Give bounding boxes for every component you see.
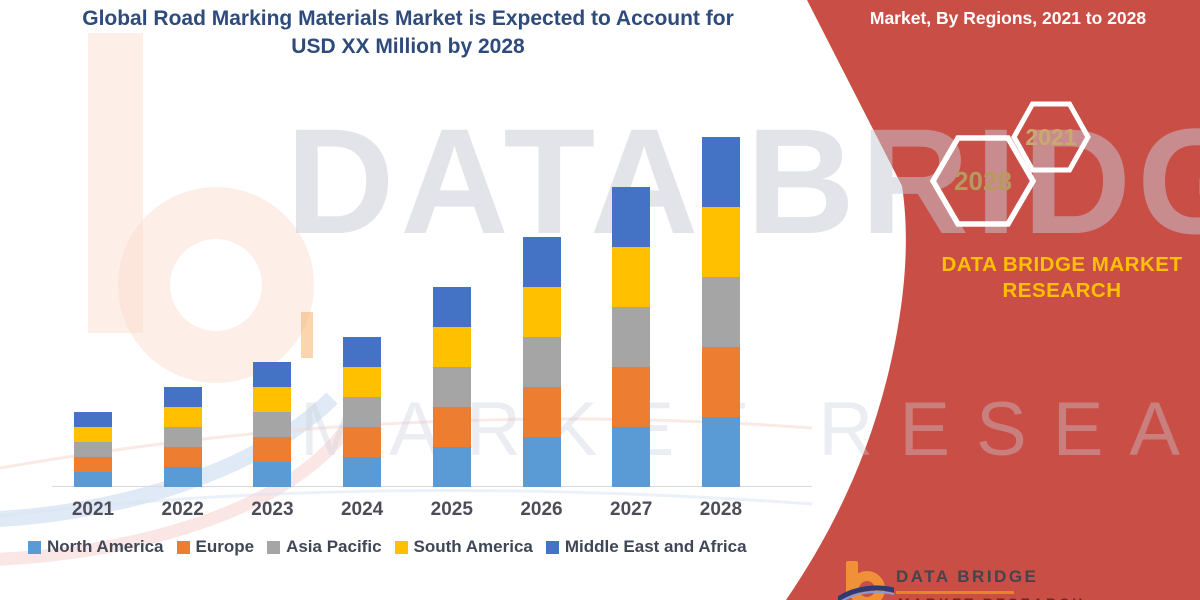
- x-axis-label-2024: 2024: [340, 499, 384, 520]
- bar-segment-2027-south-america: [612, 247, 651, 307]
- footer-logo-subtitle: MARKET RESEARCH: [898, 595, 1085, 600]
- side-panel-brand-text: DATA BRIDGE MARKET RESEARCH: [941, 253, 1183, 303]
- bar-segment-2021-south-america: [74, 427, 112, 442]
- bar-segment-2023-south-america: [253, 387, 292, 412]
- bar-segment-2023-middle-east-and-africa: [253, 362, 292, 387]
- bar-segment-2026-asia-pacific: [522, 337, 561, 387]
- legend-swatch-icon: [267, 540, 281, 554]
- legend-item-north-america: North America: [28, 537, 164, 557]
- bar-segment-2027-europe: [612, 367, 651, 427]
- bar-segment-2028-asia-pacific: [701, 277, 740, 347]
- bar-segment-2021-middle-east-and-africa: [74, 412, 112, 427]
- watermark-b-orange-notch: [301, 312, 313, 358]
- bar-segment-2025-middle-east-and-africa: [432, 287, 471, 327]
- x-axis-label-2026: 2026: [520, 499, 563, 520]
- side-panel-shape: [786, 0, 1200, 600]
- hexagon-2021-label: 2021: [1025, 124, 1076, 150]
- legend-label: Asia Pacific: [286, 537, 382, 556]
- bar-segment-2025-asia-pacific: [432, 367, 471, 407]
- bar-segment-2025-south-america: [432, 327, 471, 367]
- watermark-text-databridge: DATA BRIDGE: [286, 97, 1200, 265]
- footer-logo-brand: DATA BRIDGE: [896, 567, 1039, 586]
- side-panel-title: Market, By Regions, 2021 to 2028: [869, 8, 1147, 28]
- watermark-thin-line-pink: [0, 417, 813, 470]
- bar-segment-2024-south-america: [343, 367, 382, 397]
- bar-segment-2021-asia-pacific: [74, 442, 112, 457]
- legend-swatch-icon: [545, 540, 559, 554]
- watermark-swoosh-pink: [0, 416, 358, 566]
- bar-segment-2026-north-america: [522, 437, 561, 487]
- legend-label: Europe: [195, 537, 255, 556]
- bar-segment-2022-north-america: [163, 467, 202, 487]
- legend-swatch-icon: [28, 540, 41, 554]
- bar-segment-2021-north-america: [74, 472, 112, 487]
- hexagon-2021: [1011, 101, 1091, 173]
- bar-segment-2023-north-america: [253, 462, 292, 487]
- x-axis-label-2025: 2025: [430, 499, 473, 520]
- bar-segment-2024-middle-east-and-africa: [343, 337, 382, 367]
- bar-segment-2026-south-america: [522, 287, 561, 337]
- chart-legend: North America Europe Asia Pacific South Ame…: [28, 537, 747, 557]
- chart-title: Global Road Marking Materials Market is …: [82, 7, 734, 58]
- legend-label: Middle East and Africa: [564, 537, 747, 556]
- bar-segment-2022-south-america: [163, 407, 202, 427]
- legend-swatch-icon: [176, 540, 190, 554]
- legend-label: South America: [413, 537, 533, 556]
- bar-segment-2022-asia-pacific: [163, 427, 202, 447]
- legend-item-middle-east-and-africa: Middle East and Africa: [545, 537, 747, 557]
- bar-segment-2024-north-america: [343, 457, 382, 487]
- bar-segment-2024-europe: [343, 427, 382, 457]
- bar-segment-2022-europe: [163, 447, 202, 467]
- bar-segment-2028-europe: [701, 347, 740, 417]
- bar-segment-2024-asia-pacific: [343, 397, 382, 427]
- watermark-b-stem: [88, 33, 143, 333]
- footer-logo-underline: [896, 591, 1014, 594]
- legend-label: North America: [47, 537, 164, 556]
- legend-swatch-icon: [394, 540, 408, 554]
- footer-logo: DATA BRIDGE MARKET RESEARCH: [832, 558, 1168, 600]
- bar-segment-2022-middle-east-and-africa: [163, 387, 202, 407]
- legend-item-asia-pacific: Asia Pacific: [267, 537, 382, 557]
- watermark-thin-line-blue: [0, 489, 813, 518]
- bar-segment-2028-middle-east-and-africa: [701, 137, 740, 207]
- bar-segment-2021-europe: [74, 457, 112, 472]
- bar-segment-2025-north-america: [432, 447, 471, 487]
- x-axis-label-2023: 2023: [251, 499, 294, 520]
- footer-logo-b-icon: [832, 561, 901, 600]
- legend-item-south-america: South America: [394, 537, 533, 557]
- x-axis-label-2022: 2022: [161, 499, 204, 520]
- x-axis-label-2027: 2027: [610, 499, 653, 520]
- x-axis-label-2028: 2028: [699, 499, 743, 520]
- bar-segment-2027-middle-east-and-africa: [612, 187, 651, 247]
- bar-segment-2026-middle-east-and-africa: [522, 237, 561, 287]
- watermark-b-bowl: [118, 187, 314, 383]
- hexagon-2028-label: 2028: [954, 166, 1012, 196]
- bar-segment-2025-europe: [432, 407, 471, 447]
- bar-segment-2027-north-america: [612, 427, 651, 487]
- legend-item-europe: Europe: [176, 537, 255, 557]
- bar-segment-2026-europe: [522, 387, 561, 437]
- bar-segment-2028-north-america: [701, 417, 740, 487]
- bar-segment-2028-south-america: [701, 207, 740, 277]
- hexagon-2028: [929, 135, 1037, 227]
- x-axis-line: [52, 486, 812, 487]
- bar-segment-2023-asia-pacific: [253, 412, 292, 437]
- bar-segment-2027-asia-pacific: [612, 307, 651, 367]
- x-axis-label-2021: 2021: [71, 499, 115, 520]
- hexagon-badges: 2021 2028: [929, 101, 1091, 227]
- bar-segment-2023-europe: [253, 437, 292, 462]
